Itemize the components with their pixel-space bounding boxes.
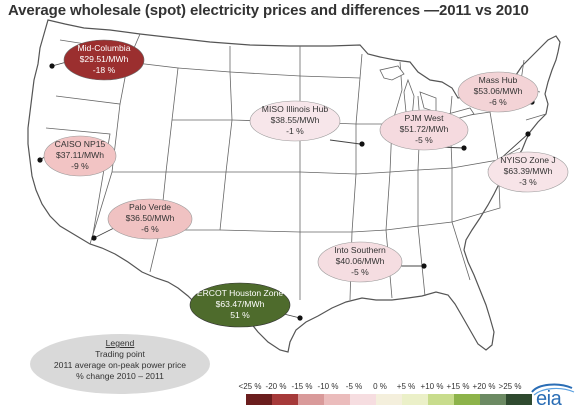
- scale-label: -10 %: [317, 382, 339, 391]
- hub-name: MISO Illinois Hub: [262, 104, 329, 114]
- hub-name: NYISO Zone J: [500, 155, 555, 165]
- eia-logo-text: eia: [536, 388, 562, 410]
- hub-name: PJM West: [405, 113, 445, 123]
- hub-point-into-southern: [421, 263, 427, 269]
- eia-logo-swoosh-icon: [531, 383, 575, 396]
- hub-point-nyiso-zone-j: [525, 131, 531, 137]
- hub-price: $51.72/MWh: [400, 124, 449, 134]
- bubble-caiso-np15: CAISO NP15 $37.11/MWh -9 %: [43, 135, 117, 177]
- hub-price: $36.50/MWh: [126, 213, 175, 223]
- bubble-pjm-west: PJM West $51.72/MWh -5 %: [379, 109, 469, 151]
- hub-change: 51 %: [230, 310, 250, 320]
- bubble-palo-verde: Palo Verde $36.50/MWh -6 %: [107, 198, 193, 240]
- hub-change: -6 %: [141, 224, 159, 234]
- hub-price: $53.06/MWh: [474, 86, 523, 96]
- scale-label: 0 %: [373, 382, 387, 391]
- legend-line-change: % change 2010 – 2011: [76, 371, 164, 381]
- eia-logo: eia: [528, 382, 578, 410]
- hub-change: -5 %: [415, 135, 433, 145]
- chart-title: Average wholesale (spot) electricity pri…: [8, 2, 529, 19]
- hub-name: Mass Hub: [479, 75, 518, 85]
- legend: Legend Trading point 2011 average on-pea…: [30, 334, 210, 398]
- us-outline: [27, 19, 561, 353]
- hub-price: $38.55/MWh: [271, 115, 320, 125]
- scale-swatch: [376, 394, 402, 405]
- scale-swatch: [480, 394, 506, 405]
- hub-change: -9 %: [71, 161, 89, 171]
- bubble-ercot-houston: ERCOT Houston Zone $63.47/MWh 51 %: [189, 282, 291, 328]
- hub-price: $40.06/MWh: [336, 256, 385, 266]
- scale-label: +20 %: [472, 382, 496, 391]
- hub-change: -18 %: [93, 65, 116, 75]
- hub-price: $29.51/MWh: [80, 54, 129, 64]
- legend-ellipse: [30, 334, 210, 394]
- scale-swatch: [298, 394, 324, 405]
- hub-name: Mid-Columbia: [77, 43, 130, 53]
- scale-swatch: [272, 394, 298, 405]
- hub-name: ERCOT Houston Zone: [197, 288, 284, 298]
- scale-label: -5 %: [345, 382, 363, 391]
- bubble-mass-hub: Mass Hub $53.06/MWh -6 %: [457, 71, 539, 113]
- hub-point-caiso-np15: [37, 157, 43, 163]
- scale-label: <25 %: [238, 382, 262, 391]
- hub-point-pjm-west: [461, 145, 467, 151]
- bubble-mid-columbia: Mid-Columbia $29.51/MWh -18 %: [63, 39, 145, 81]
- bubble-into-southern: Into Southern $40.06/MWh -5 %: [317, 241, 403, 283]
- hub-bubbles: Mid-Columbia $29.51/MWh -18 % CAISO NP15…: [43, 39, 569, 328]
- scale-swatch: [454, 394, 480, 405]
- scale-label: -20 %: [265, 382, 287, 391]
- legend-line-price: 2011 average on-peak power price: [53, 360, 187, 370]
- hub-name: Into Southern: [334, 245, 386, 255]
- scale-label: >25 %: [498, 382, 522, 391]
- scale-label: +15 %: [446, 382, 470, 391]
- hub-point-ercot-houston: [297, 315, 303, 321]
- bubble-miso-illinois: MISO Illinois Hub $38.55/MWh -1 %: [249, 100, 341, 142]
- hub-price: $63.39/MWh: [504, 166, 553, 176]
- hub-price: $37.11/MWh: [56, 150, 104, 160]
- hub-change: -5 %: [351, 267, 369, 277]
- scale-label: +5 %: [396, 382, 416, 391]
- hub-name: CAISO NP15: [55, 139, 106, 149]
- scale-swatch: [402, 394, 428, 405]
- hub-price: $63.47/MWh: [216, 299, 265, 309]
- scale-swatch: [428, 394, 454, 405]
- bubble-nyiso-zone-j: NYISO Zone J $63.39/MWh -3 %: [487, 151, 569, 193]
- legend-title: Legend: [105, 338, 135, 348]
- hub-name: Palo Verde: [129, 202, 171, 212]
- hub-point-mid-columbia: [49, 63, 55, 69]
- scale-swatch: [324, 394, 350, 405]
- hub-change: -1 %: [286, 126, 304, 136]
- hub-change: -6 %: [489, 97, 507, 107]
- hub-point-palo-verde: [91, 235, 97, 241]
- scale-label: +10 %: [420, 382, 444, 391]
- legend-line-trading-point: Trading point: [95, 349, 145, 359]
- scale-swatch: [246, 394, 272, 405]
- hub-change: -3 %: [519, 177, 537, 187]
- scale-swatch: [506, 394, 532, 405]
- scale-label: -15 %: [291, 382, 313, 391]
- scale-swatch: [350, 394, 376, 405]
- hub-point-miso-illinois: [359, 141, 365, 147]
